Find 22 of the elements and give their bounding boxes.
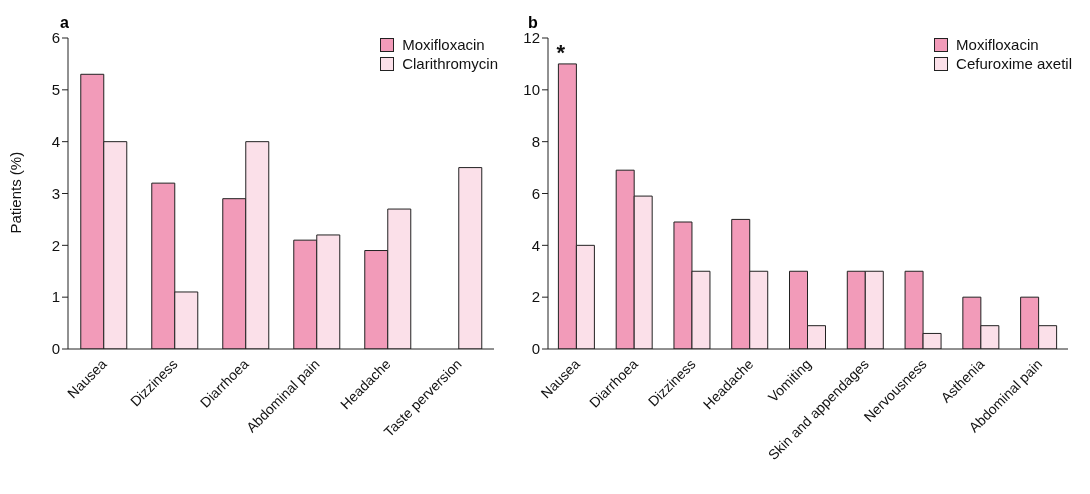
legend-label: Moxifloxacin	[956, 36, 1039, 53]
y-tick-label: 4	[51, 132, 60, 150]
y-tick-label: 1	[51, 288, 60, 306]
y-axis-title: Patients (%)	[7, 151, 25, 234]
y-tick-label: 3	[51, 184, 60, 202]
y-tick-label: 2	[531, 288, 540, 306]
y-tick-label: 12	[523, 29, 540, 47]
y-tick-label: 8	[531, 132, 540, 150]
legend-label: Moxifloxacin	[402, 36, 485, 53]
y-tick-label: 5	[51, 81, 60, 99]
y-tick-label: 2	[51, 236, 60, 254]
y-tick-label: 6	[531, 184, 540, 202]
y-tick-label: 4	[531, 236, 540, 254]
annotation: *	[556, 39, 566, 65]
y-tick-label: 6	[51, 29, 60, 47]
chart-title: b	[528, 14, 538, 32]
legend-label: Cefuroxime axetil	[956, 55, 1072, 72]
y-tick-label: 0	[531, 340, 540, 358]
y-tick-label: 10	[523, 81, 540, 99]
legend-label: Clarithromycin	[402, 55, 498, 72]
y-tick-label: 0	[51, 340, 60, 358]
chart-title: a	[60, 14, 69, 32]
